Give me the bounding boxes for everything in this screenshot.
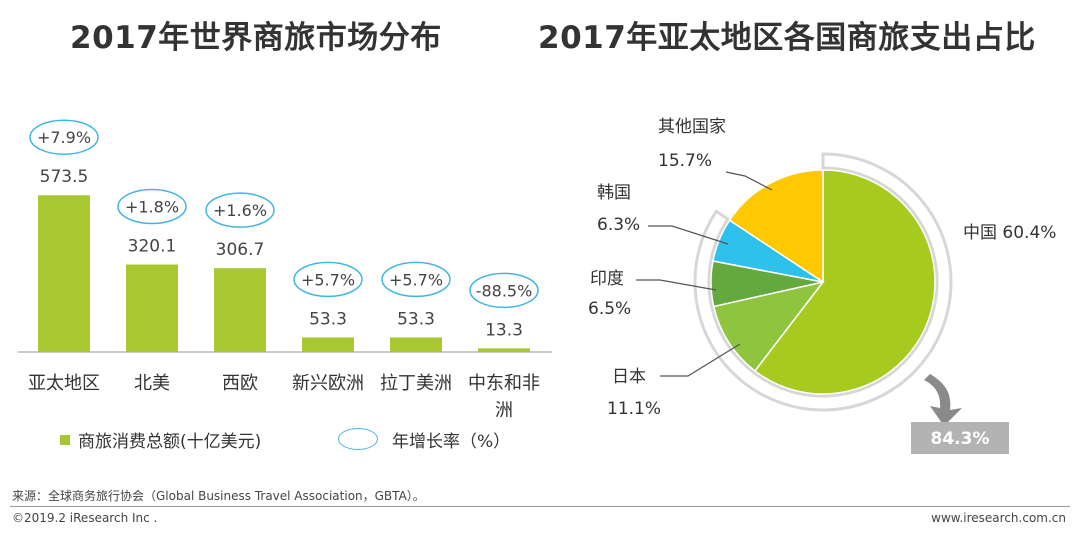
category-label: 新兴欧洲 <box>292 373 364 394</box>
category-label: 中东和非 <box>468 373 540 394</box>
leader-line-india <box>636 279 717 291</box>
pie-label-other-name: 其他国家 <box>658 117 726 137</box>
bar-value-label: 13.3 <box>485 320 523 340</box>
category-label: 亚太地区 <box>28 373 100 394</box>
pie-slice-1 <box>753 169 936 395</box>
legend-growth-ellipse <box>338 428 378 450</box>
pie-slice-2 <box>712 280 825 372</box>
highlight-total-box <box>911 422 1009 454</box>
bar-1 <box>38 195 90 352</box>
leader-line-korea <box>648 225 729 245</box>
bar-2 <box>126 264 178 352</box>
growth-ellipse <box>469 272 539 309</box>
growth-ellipse <box>381 261 451 298</box>
pie-label-japan-name: 日本 <box>612 367 646 387</box>
growth-ellipse <box>293 261 363 298</box>
pie-label-korea-name: 韩国 <box>597 183 631 203</box>
website-link[interactable]: www.iresearch.com.cn <box>931 511 1066 525</box>
bar-value-label: 306.7 <box>216 240 265 260</box>
source-note: 来源：全球商务旅行协会（Global Business Travel Assoc… <box>12 489 425 503</box>
growth-label: +1.6% <box>213 201 267 220</box>
pie-label-india-value: 6.5% <box>588 299 631 319</box>
pie-label-china: 中国 60.4% <box>963 223 1056 243</box>
category-label: 拉丁美洲 <box>380 373 452 394</box>
copyright-text: ©2019.2 iResearch Inc . <box>12 511 158 525</box>
growth-ellipse <box>117 188 187 225</box>
growth-label: -88.5% <box>476 281 533 300</box>
highlight-total-label: 84.3% <box>931 429 990 449</box>
legend-bar-label: 商旅消费总额(十亿美元) <box>78 432 262 452</box>
leader-line-japan <box>660 343 741 377</box>
bar-3 <box>214 268 266 352</box>
highlight-arrow <box>924 374 962 426</box>
pie-label-india-name: 印度 <box>590 269 624 289</box>
category-label: 西欧 <box>222 373 258 394</box>
pie-label-other-value: 15.7% <box>658 151 712 171</box>
footer-rule <box>10 506 1070 507</box>
growth-label: +7.9% <box>37 128 91 147</box>
leader-line-other <box>725 171 773 191</box>
highlight-ring <box>693 152 953 412</box>
bar-value-label: 53.3 <box>309 309 347 329</box>
pie-slice-5 <box>728 169 824 284</box>
bar-6 <box>478 348 530 352</box>
pie-chart-title: 2017年亚太地区各国商旅支出占比 <box>538 20 1036 56</box>
bar-value-label: 573.5 <box>40 167 89 187</box>
bar-5 <box>390 337 442 352</box>
growth-ellipse <box>205 192 275 228</box>
growth-label: +5.7% <box>389 270 443 289</box>
legend-bar-swatch <box>60 435 70 445</box>
bar-value-label: 53.3 <box>397 309 435 329</box>
bar-4 <box>302 337 354 352</box>
pie-label-japan-value: 11.1% <box>607 399 661 419</box>
category-label-wrap: 洲 <box>495 400 513 421</box>
pie-label-korea-value: 6.3% <box>597 215 640 235</box>
legend-growth-label: 年增长率（%） <box>392 432 511 452</box>
growth-ellipse <box>29 119 99 155</box>
growth-label: +1.8% <box>125 198 179 217</box>
growth-label: +5.7% <box>301 270 355 289</box>
bar-chart-title: 2017年世界商旅市场分布 <box>70 20 442 56</box>
bar-value-label: 320.1 <box>128 237 177 257</box>
category-label: 北美 <box>134 373 170 394</box>
